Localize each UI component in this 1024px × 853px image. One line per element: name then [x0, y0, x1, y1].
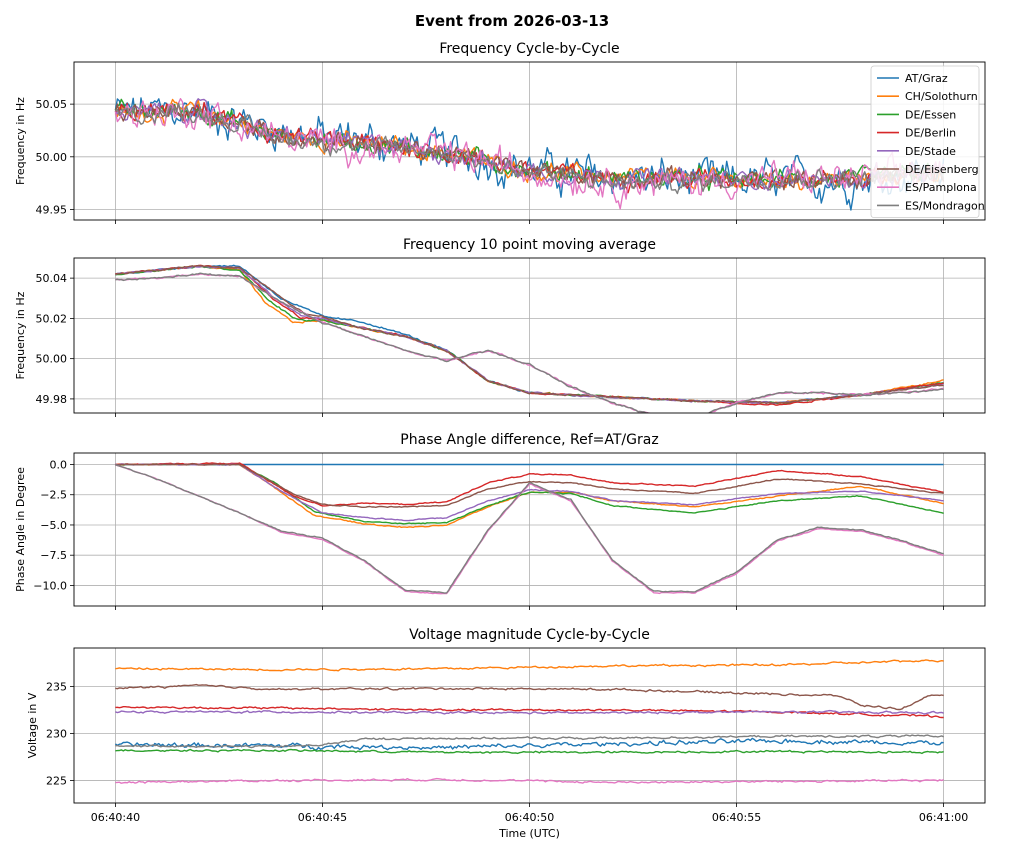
- y-axis-label: Phase Angle in Degree: [14, 467, 27, 592]
- x-tick-label: 06:40:40: [91, 811, 140, 824]
- legend-label-es-mondragon: ES/Mondragon: [905, 199, 985, 212]
- series-line-de-berlin: [115, 462, 944, 507]
- panel-3: 0.0 −2.5 −5.0 −7.5 −10.0 Phase Angle differen…: [14, 432, 986, 610]
- y-tick-label: 49.98: [36, 393, 68, 406]
- x-tick-label: 06:40:45: [298, 811, 347, 824]
- y-tick-label: 49.95: [36, 203, 68, 216]
- series-line-de-stade: [115, 463, 944, 522]
- panel-2: 49.98 50.00 50.02 50.04 Frequency 10 point m…: [14, 237, 986, 417]
- legend-label-es-pamplona: ES/Pamplona: [905, 181, 977, 194]
- legend: AT/Graz CH/Solothurn DE/Essen DE/Berlin DE/S…: [870, 65, 985, 219]
- series-group: [115, 659, 944, 784]
- y-tick-label: −10.0: [33, 579, 67, 592]
- legend-label-de-berlin: DE/Berlin: [905, 127, 956, 140]
- axes-frame: [73, 257, 986, 414]
- figure-suptitle: Event from 2026-03-13: [414, 12, 610, 30]
- legend-label-at-graz: AT/Graz: [905, 72, 948, 85]
- y-tick-label: 235: [46, 681, 67, 694]
- panel-title: Frequency Cycle-by-Cycle: [439, 41, 619, 57]
- y-tick-label: −2.5: [40, 489, 67, 502]
- y-tick-label: 50.00: [36, 353, 68, 366]
- y-tick-label: 0.0: [50, 458, 68, 471]
- x-tick-label: 06:40:50: [505, 811, 554, 824]
- legend-label-de-essen: DE/Essen: [905, 108, 956, 121]
- series-line-es-mondragon: [115, 464, 944, 594]
- legend-label-de-stade: DE/Stade: [905, 145, 956, 158]
- panel-title: Phase Angle difference, Ref=AT/Graz: [400, 432, 658, 448]
- x-axis-label: Time (UTC): [498, 827, 560, 840]
- series-line-ch-solothurn: [115, 659, 944, 672]
- series-group: [115, 462, 944, 595]
- panel-4: 225 230 235 Voltage magnitude Cycle-by-Cycl…: [26, 627, 986, 840]
- y-tick-label: 50.02: [36, 312, 68, 325]
- series-line-es-mondragon: [115, 102, 945, 195]
- series-group: [114, 97, 945, 211]
- series-line-de-eisenberg: [115, 264, 944, 405]
- y-tick-label: 50.05: [36, 98, 68, 111]
- series-line-es-mondragon: [115, 272, 944, 413]
- y-axis-label: Frequency in Hz: [14, 291, 27, 379]
- x-tick-label: 06:40:55: [712, 811, 761, 824]
- axes-frame: [73, 61, 986, 221]
- legend-box: [870, 65, 980, 219]
- series-line-es-mondragon: [115, 734, 944, 749]
- series-line-de-eisenberg: [115, 463, 944, 508]
- legend-label-ch-solothurn: CH/Solothurn: [905, 90, 978, 103]
- x-tick-label: 06:41:00: [919, 811, 968, 824]
- series-line-es-pamplona: [114, 98, 945, 210]
- y-tick-label: 50.00: [36, 151, 68, 164]
- axes-frame: [73, 452, 986, 607]
- series-line-at-graz: [115, 737, 944, 751]
- series-line-de-eisenberg: [115, 683, 944, 711]
- axes-frame: [73, 647, 986, 804]
- series-group: [115, 264, 944, 413]
- y-tick-label: −5.0: [40, 519, 67, 532]
- y-axis-label: Frequency in Hz: [14, 97, 27, 185]
- panel-1: 49.95 50.00 50.05 Frequency Cycle-by-Cycle F…: [14, 41, 986, 224]
- y-tick-label: 225: [46, 774, 67, 787]
- series-line-de-eisenberg: [114, 103, 945, 191]
- series-line-de-stade: [115, 709, 944, 715]
- series-line-de-berlin: [115, 706, 944, 719]
- y-tick-label: 230: [46, 727, 67, 740]
- series-line-es-pamplona: [115, 777, 944, 784]
- panel-title: Frequency 10 point moving average: [403, 237, 656, 253]
- series-line-de-essen: [115, 748, 944, 755]
- y-tick-label: 50.04: [36, 272, 68, 285]
- y-tick-label: −7.5: [40, 549, 67, 562]
- panel-title: Voltage magnitude Cycle-by-Cycle: [409, 627, 650, 643]
- legend-label-de-eisenberg: DE/Eisenberg: [905, 163, 979, 176]
- y-axis-label: Voltage in V: [26, 692, 39, 758]
